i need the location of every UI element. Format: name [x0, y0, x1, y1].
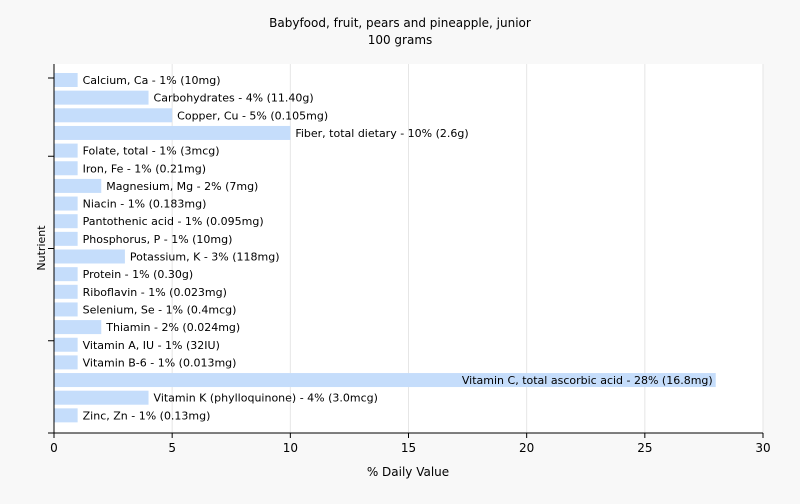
bar [54, 373, 716, 388]
data-label: Vitamin B-6 - 1% (0.013mg) [83, 356, 237, 369]
x-tick-label: 5 [168, 441, 176, 455]
bar [54, 408, 78, 423]
data-label: Vitamin C, total ascorbic acid - 28% (16… [462, 374, 713, 387]
bar [54, 90, 149, 105]
bar [54, 214, 78, 229]
chart-subtitle: 100 grams [368, 33, 433, 47]
bar [54, 390, 149, 405]
x-tick-label: 20 [519, 441, 534, 455]
bar [54, 143, 78, 158]
bar [54, 73, 78, 87]
bar [54, 161, 78, 176]
data-label: Thiamin - 2% (0.024mg) [105, 321, 240, 334]
data-label: Riboflavin - 1% (0.023mg) [83, 286, 227, 299]
bar [54, 249, 125, 264]
bar [54, 284, 78, 299]
y-axis-label: Nutrient [35, 225, 48, 271]
data-label: Vitamin K (phylloquinone) - 4% (3.0mcg) [154, 392, 378, 405]
data-label: Carbohydrates - 4% (11.40g) [154, 92, 314, 105]
bar [54, 125, 291, 140]
x-tick-label: 15 [401, 441, 416, 455]
bar [54, 231, 78, 246]
data-label: Phosphorus, P - 1% (10mg) [83, 233, 233, 246]
chart-title: Babyfood, fruit, pears and pineapple, ju… [269, 16, 531, 30]
data-label: Folate, total - 1% (3mcg) [83, 145, 220, 158]
data-label: Potassium, K - 3% (118mg) [130, 251, 280, 264]
data-label: Vitamin A, IU - 1% (32IU) [83, 339, 220, 352]
x-tick-label: 10 [283, 441, 298, 455]
x-tick-label: 30 [755, 441, 770, 455]
bar [54, 337, 78, 352]
x-tick-label: 25 [637, 441, 652, 455]
bar [54, 267, 78, 282]
bar [54, 302, 78, 317]
bar [54, 108, 173, 123]
data-label: Pantothenic acid - 1% (0.095mg) [83, 215, 264, 228]
x-tick-label: 0 [50, 441, 58, 455]
bar [54, 320, 102, 335]
bar [54, 178, 102, 193]
data-label: Calcium, Ca - 1% (10mg) [83, 74, 221, 87]
data-label: Magnesium, Mg - 2% (7mg) [106, 180, 258, 193]
grid-lines [171, 64, 764, 433]
bar [54, 196, 78, 211]
axes: 0 5 10 15 20 25 30 [48, 64, 771, 455]
bar [54, 355, 78, 370]
data-label: Selenium, Se - 1% (0.4mcg) [83, 303, 237, 316]
bars [54, 73, 716, 423]
data-label: Protein - 1% (0.30g) [83, 268, 194, 281]
data-label: Copper, Cu - 5% (0.105mg) [177, 109, 328, 122]
data-label: Fiber, total dietary - 10% (2.6g) [295, 127, 468, 140]
data-labels: Calcium, Ca - 1% (10mg) Carbohydrates - 4… [83, 74, 713, 422]
x-axis-label: % Daily Value [367, 465, 449, 479]
data-label: Niacin - 1% (0.183mg) [83, 198, 207, 211]
data-label: Zinc, Zn - 1% (0.13mg) [83, 409, 211, 422]
data-label: Iron, Fe - 1% (0.21mg) [83, 162, 206, 175]
